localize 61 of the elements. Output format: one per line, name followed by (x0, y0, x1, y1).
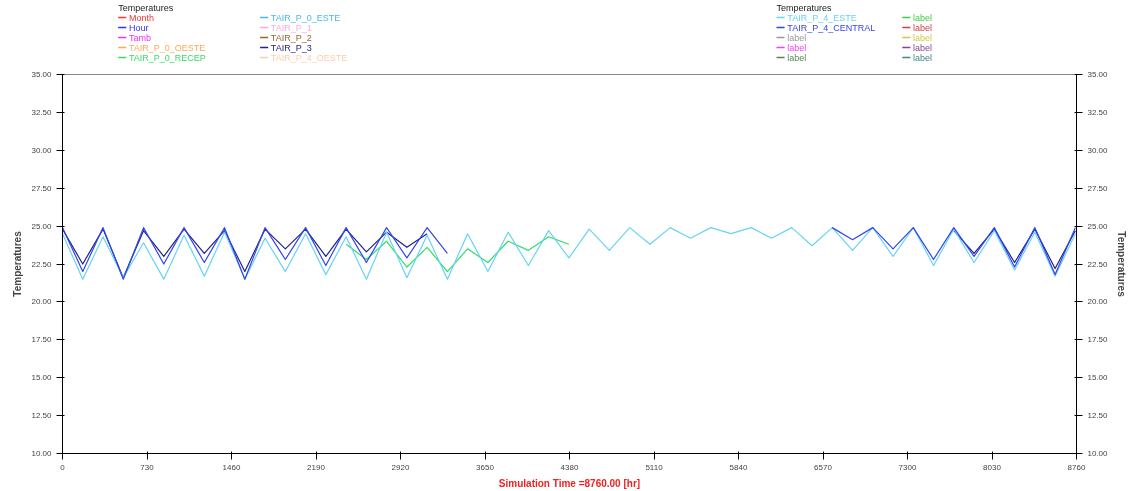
y2-tick-label: 10.00 (1087, 449, 1109, 458)
y2-tick-label: 17.50 (1087, 335, 1109, 345)
legend-label: TAIR_P_2 (270, 32, 312, 43)
x-tick-label: 5840 (729, 462, 748, 472)
legend-label: TAIR_P_0_RECEP (128, 52, 206, 63)
x-tick-label: 7300 (898, 462, 917, 472)
x-tick-label: 730 (140, 462, 155, 472)
y2-tick-label: 20.00 (1087, 297, 1109, 307)
y2-tick-label: 15.00 (1087, 373, 1109, 383)
legend-label: label (787, 42, 807, 53)
line-series (345, 236, 570, 273)
y-tick-label: 20.00 (31, 297, 53, 307)
legend-label: label (913, 52, 933, 63)
y2-tick-label: 35.00 (1087, 70, 1109, 79)
y-tick-label: 17.50 (31, 335, 53, 345)
y-tick-label: 27.50 (31, 183, 53, 193)
x-tick-label: 5110 (645, 462, 664, 472)
y2-tick-label: 27.50 (1087, 183, 1109, 193)
x-tick-label: 2190 (307, 462, 326, 472)
legend-label: TAIR_P_4_ESTE (787, 12, 857, 23)
y-tick-label: 10.00 (31, 449, 53, 458)
y-axis-title: Temperatures (12, 230, 24, 297)
legend-label: TAIR_P_1 (270, 22, 312, 33)
legend-label: TAIR_P_4_CENTRAL (787, 22, 876, 33)
legend-label: TAIR_P_0_ESTE (270, 12, 341, 23)
x-tick-label: 8760 (1067, 462, 1086, 472)
x-tick-label: 3650 (476, 462, 495, 472)
legend-label: TAIR_P_4_OESTE (270, 52, 348, 63)
legend-label: Tamb (128, 32, 151, 43)
y2-tick-label: 25.00 (1087, 221, 1109, 231)
y2-tick-label: 30.00 (1087, 145, 1109, 155)
legend-label: Month (128, 12, 154, 23)
x-tick-label: 6570 (814, 462, 833, 472)
legend-label: Hour (128, 22, 149, 33)
y-tick-label: 35.00 (31, 70, 53, 79)
legend-label: label (787, 32, 807, 43)
y2-axis-title: Temperatures (1115, 231, 1127, 298)
legend-label: label (913, 22, 933, 33)
y-tick-label: 30.00 (31, 145, 53, 155)
y2-tick-label: 12.50 (1087, 411, 1109, 421)
x-tick-label: 1460 (222, 462, 241, 472)
x-tick-label: 8030 (983, 462, 1002, 472)
y-tick-label: 32.50 (31, 107, 53, 117)
legend-label: TAIR_P_0_OESTE (128, 42, 206, 53)
y-tick-label: 15.00 (31, 373, 53, 383)
y2-tick-label: 32.50 (1087, 107, 1109, 117)
legend-label: label (913, 42, 933, 53)
y-tick-label: 25.00 (31, 221, 53, 231)
legend-label: TAIR_P_3 (270, 42, 312, 53)
x-tick-label: 2920 (391, 462, 410, 472)
x-tick-label: 0 (60, 462, 66, 472)
y2-tick-label: 22.50 (1087, 259, 1109, 269)
legend-title: Temperatures (118, 2, 174, 13)
x-axis-title: Simulation Time =8760.00 [hr] (498, 477, 641, 489)
text: Temperatures (776, 2, 832, 13)
y-tick-label: 22.50 (31, 259, 53, 269)
y-tick-label: 12.50 (31, 411, 53, 421)
legend-label: label (787, 52, 807, 63)
legend-label: label (913, 12, 933, 23)
x-tick-label: 4380 (560, 462, 579, 472)
legend-label: label (913, 32, 933, 43)
